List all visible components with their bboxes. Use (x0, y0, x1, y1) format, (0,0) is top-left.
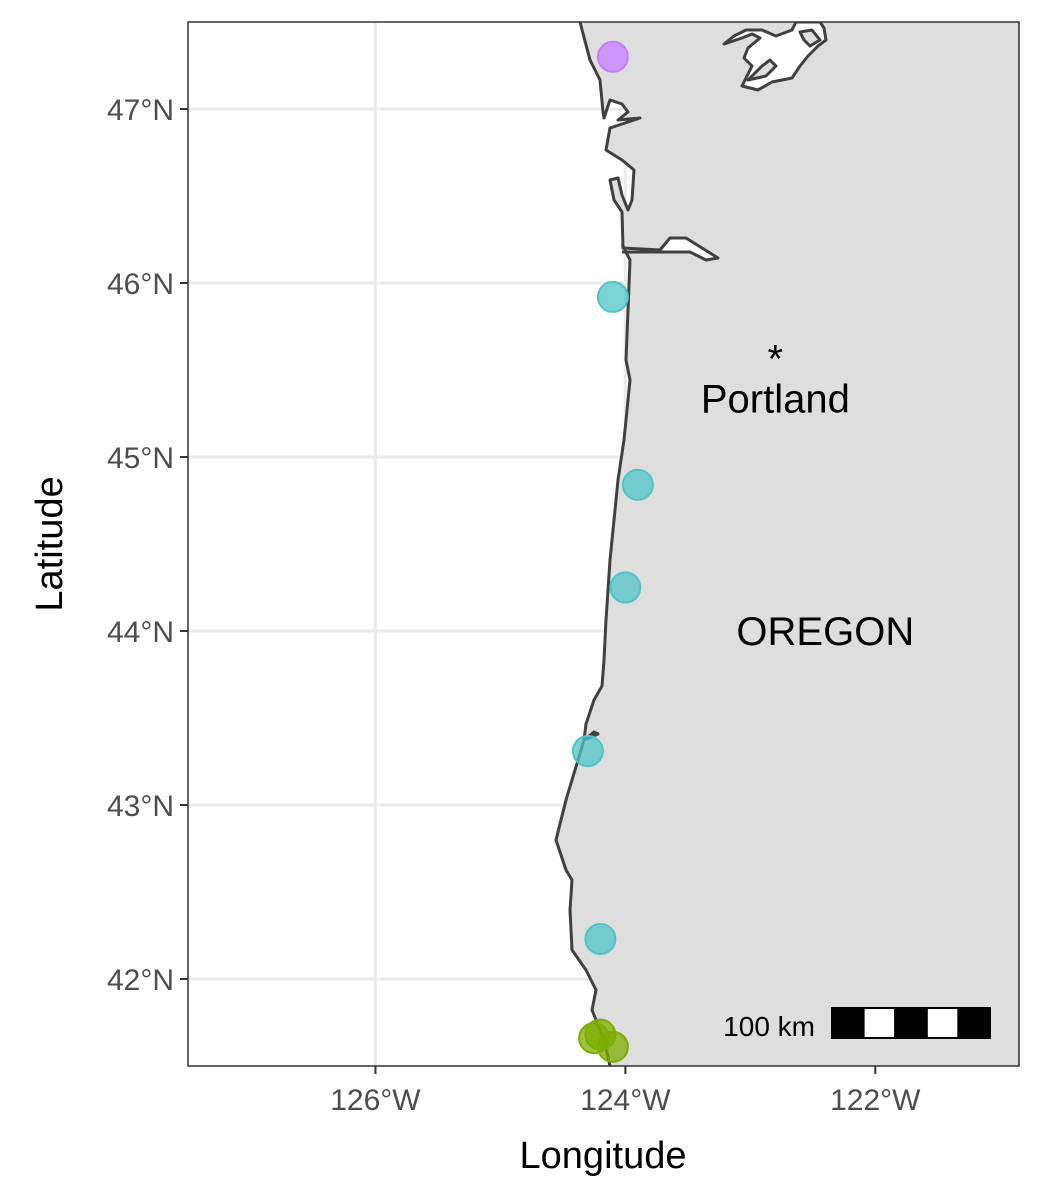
land-area (556, 22, 1019, 1066)
site-point (609, 571, 642, 604)
x-axis-title: Longitude (520, 1135, 687, 1177)
scale-bar-label: 100 km (723, 1011, 815, 1042)
coastline (554, 22, 720, 1066)
scale-bar-segment (925, 1007, 960, 1039)
scale-bar-segment (957, 1007, 992, 1039)
x-tick-label: 122°W (830, 1084, 921, 1117)
y-tick-label: 44°N (107, 616, 174, 649)
map-geography (554, 22, 1019, 1066)
scale-bar-segment (862, 1007, 897, 1039)
place-portland: * Portland (701, 338, 850, 422)
scale-bar-segment (831, 1007, 865, 1039)
y-tick-label: 43°N (107, 790, 174, 823)
y-tick-label: 42°N (107, 964, 174, 997)
site-point (621, 468, 654, 501)
scale-bar-segment (894, 1007, 928, 1039)
y-axis-title: Latitude (29, 476, 71, 611)
map-panel-border (187, 21, 1020, 1067)
axis-ticks: 126°W 124°W 122°W 42°N 43°N 44°N 45°N 46°N 47°N (107, 94, 921, 1117)
site-point (584, 922, 617, 955)
site-points (571, 40, 654, 1063)
portland-marker: * (768, 338, 784, 382)
portland-label: Portland (701, 378, 850, 422)
scale-bar: 100 km (723, 1007, 992, 1042)
site-point (596, 1030, 629, 1063)
y-tick-label: 46°N (107, 268, 174, 301)
scale-bar-segments (831, 1007, 992, 1039)
site-point (596, 40, 629, 73)
x-tick-label: 124°W (580, 1084, 671, 1117)
x-tick-label: 126°W (330, 1084, 421, 1117)
oregon-label: OREGON (736, 610, 914, 654)
y-tick-label: 47°N (107, 94, 174, 127)
site-point (596, 280, 629, 313)
y-tick-label: 45°N (107, 442, 174, 475)
puget-sound-water (722, 22, 828, 92)
site-point (571, 735, 604, 768)
